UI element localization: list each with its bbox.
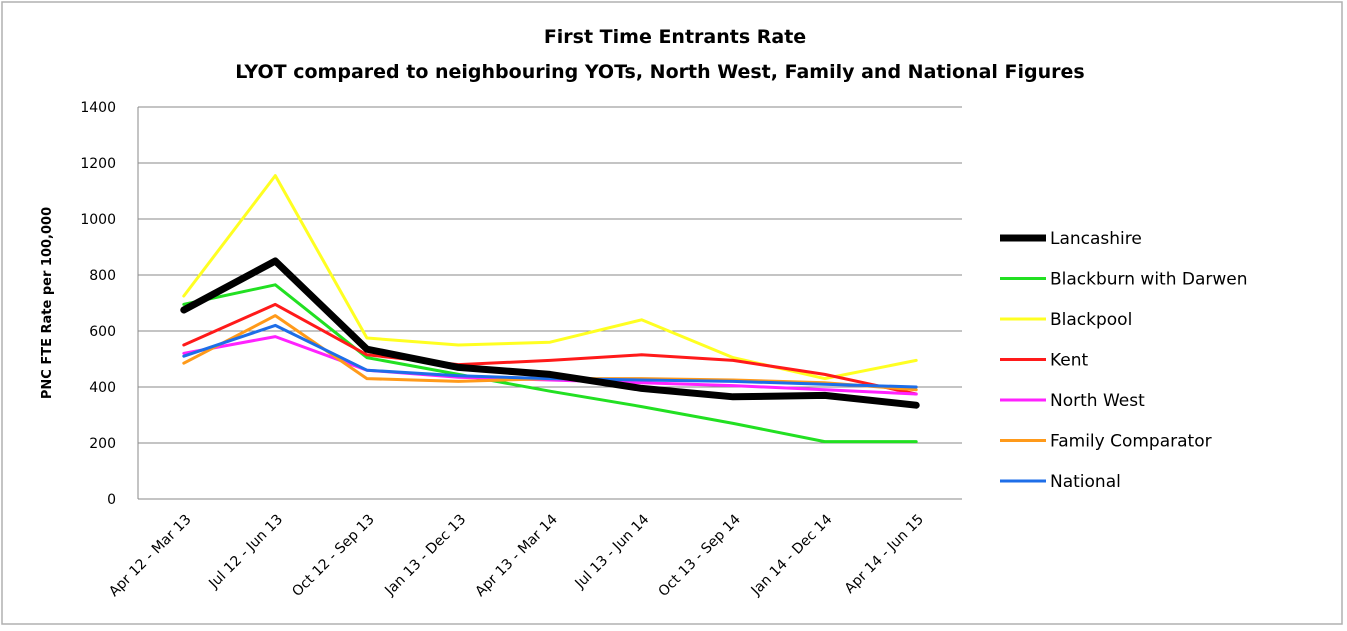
legend-entry: North West <box>1050 391 1145 411</box>
y-tick-label: 800 <box>89 268 116 284</box>
legend-entry: National <box>1050 472 1121 492</box>
y-tick-label: 200 <box>89 436 116 452</box>
legend-entry: Kent <box>1050 351 1089 371</box>
y-tick-label: 0 <box>107 492 116 508</box>
series-lines <box>180 174 920 444</box>
legend-entry: Blackburn with Darwen <box>1050 270 1248 290</box>
legend-entry: Family Comparator <box>1050 432 1212 452</box>
y-tick-label: 1400 <box>80 100 116 116</box>
legend-entry: Lancashire <box>1050 229 1142 249</box>
series-line <box>182 174 918 381</box>
series-line <box>180 257 920 409</box>
axes <box>137 107 962 500</box>
y-tick-label: 1200 <box>80 156 116 172</box>
y-axis-ticks: 0 200 400 600 800 1000 1200 1400 <box>80 100 116 508</box>
y-tick-label: 400 <box>89 380 116 396</box>
y-tick-label: 1000 <box>80 212 116 228</box>
series-line <box>182 323 918 389</box>
y-axis-label: PNC FTE Rate per 100,000 <box>40 207 55 399</box>
series-line <box>182 283 918 444</box>
legend: Lancashire Blackburn with Darwen Blackpool… <box>1000 229 1248 492</box>
chart-title: First Time Entrants Rate <box>544 26 806 48</box>
chart-subtitle: LYOT compared to neighbouring YOTs, Nort… <box>235 61 1084 83</box>
gridlines <box>138 106 962 444</box>
series-line <box>182 302 918 396</box>
y-tick-label: 600 <box>89 324 116 340</box>
legend-entry: Blackpool <box>1050 310 1132 330</box>
